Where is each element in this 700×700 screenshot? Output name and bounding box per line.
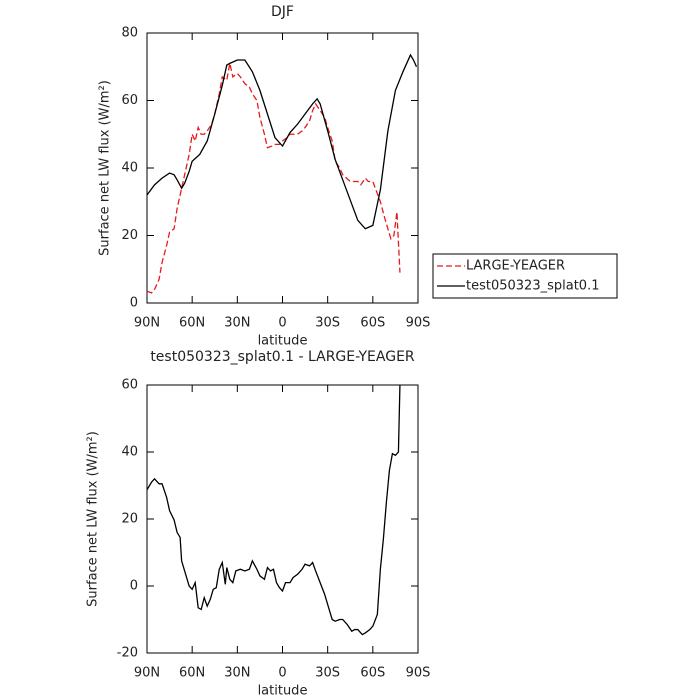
- x-tick-label: 60N: [179, 666, 205, 681]
- x-tick-label: 0: [278, 316, 286, 331]
- x-tick-label: 30N: [224, 316, 250, 331]
- y-tick-label: 60: [121, 93, 138, 108]
- x-tick-label: 90S: [406, 316, 431, 331]
- x-tick-label: 90N: [134, 316, 160, 331]
- chart-title: DJF: [271, 4, 294, 20]
- y-tick-label: 80: [121, 26, 138, 41]
- x-axis-label: latitude: [258, 334, 308, 349]
- x-tick-label: 60S: [360, 666, 385, 681]
- legend-label: test050323_splat0.1: [466, 279, 599, 294]
- data-line: [146, 53, 418, 230]
- x-axis-label: latitude: [258, 684, 308, 699]
- data-line: [146, 384, 401, 636]
- y-tick-label: 0: [130, 579, 138, 594]
- x-tick-label: 30S: [315, 316, 340, 331]
- y-tick-label: -20: [117, 646, 138, 661]
- chart-title: test050323_splat0.1 - LARGE-YEAGER: [150, 349, 415, 365]
- plot-frame: [146, 32, 419, 304]
- legend-label: LARGE-YEAGER: [466, 259, 565, 274]
- y-tick-label: 60: [121, 378, 138, 393]
- y-axis-label: Surface net LW flux (W/m²): [98, 80, 113, 256]
- y-tick-label: 0: [130, 296, 138, 311]
- y-tick-label: 20: [121, 228, 138, 243]
- x-tick-label: 60N: [179, 316, 205, 331]
- y-tick-label: 40: [121, 161, 138, 176]
- x-tick-label: 90S: [406, 666, 431, 681]
- x-tick-label: 90N: [134, 666, 160, 681]
- y-axis-label: Surface net LW flux (W/m²): [86, 431, 101, 607]
- y-tick-label: 40: [121, 445, 138, 460]
- x-tick-label: 30S: [315, 666, 340, 681]
- x-tick-label: 0: [278, 666, 286, 681]
- y-tick-label: 20: [121, 512, 138, 527]
- x-tick-label: 60S: [360, 316, 385, 331]
- legend-box: [432, 253, 618, 299]
- x-tick-label: 30N: [224, 666, 250, 681]
- data-line: [146, 63, 401, 294]
